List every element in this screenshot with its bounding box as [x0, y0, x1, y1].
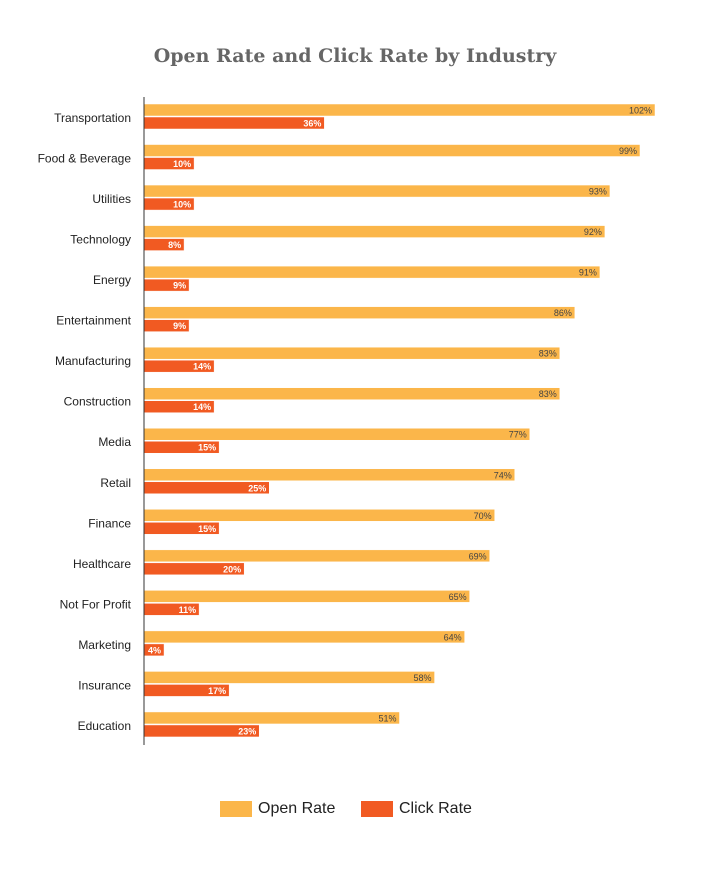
open-rate-data-label: 65% — [449, 592, 467, 602]
click-rate-data-label: 17% — [208, 686, 226, 696]
open-rate-bar — [143, 387, 561, 400]
legend-label-click-rate: Click Rate — [399, 800, 472, 817]
open-rate-bar — [143, 265, 601, 279]
open-rate-data-label: 83% — [539, 349, 557, 359]
open-rate-data-label: 58% — [414, 673, 432, 683]
open-rate-bar — [143, 509, 495, 522]
open-rate-bar — [143, 184, 611, 198]
category-label: Not For Profit — [60, 597, 132, 611]
open-rate-data-label: 74% — [494, 470, 512, 480]
open-rate-data-label: 77% — [509, 430, 527, 440]
open-rate-bar — [143, 306, 576, 319]
click-rate-data-label: 14% — [193, 402, 211, 412]
click-rate-data-label: 15% — [198, 524, 216, 534]
category-label: Technology — [70, 233, 131, 247]
open-rate-bar — [143, 427, 531, 441]
open-rate-bar — [143, 711, 400, 725]
category-label: Healthcare — [73, 557, 131, 571]
open-rate-bar — [143, 346, 561, 360]
open-rate-bar — [143, 671, 435, 684]
open-rate-data-label: 91% — [579, 268, 597, 278]
legend-label-open-rate: Open Rate — [258, 800, 336, 817]
open-rate-data-label: 70% — [474, 511, 492, 521]
legend-item-open-rate: Open Rate — [220, 800, 335, 818]
category-label: Transportation — [54, 111, 131, 125]
open-rate-data-label: 64% — [444, 632, 462, 642]
bar-chart: Transportation 102% 36% Food & Beverage 99% 1… — [38, 97, 656, 745]
click-rate-data-label: 14% — [193, 362, 211, 372]
click-rate-data-label: 11% — [179, 605, 197, 615]
category-label: Energy — [93, 273, 131, 287]
category-label: Food & Beverage — [38, 152, 132, 166]
open-rate-bar — [143, 549, 490, 563]
chart-title: Open Rate and Click Rate by Industry — [153, 45, 557, 67]
click-rate-data-label: 8% — [168, 240, 181, 250]
open-rate-data-label: 51% — [378, 713, 396, 723]
legend-swatch-click-rate — [361, 801, 393, 817]
click-rate-data-label: 10% — [173, 200, 191, 210]
legend-item-click-rate: Click Rate — [361, 800, 472, 818]
category-label: Finance — [88, 516, 131, 530]
click-rate-bar — [143, 116, 325, 130]
category-label: Marketing — [78, 638, 131, 652]
open-rate-data-label: 69% — [469, 551, 487, 561]
category-label: Construction — [64, 395, 131, 409]
click-rate-data-label: 10% — [173, 159, 191, 169]
category-label: Media — [98, 435, 131, 449]
click-rate-data-label: 4% — [148, 645, 161, 655]
click-rate-data-label: 23% — [238, 726, 256, 736]
category-label: Entertainment — [56, 314, 131, 328]
click-rate-data-label: 36% — [303, 119, 321, 129]
click-rate-data-label: 20% — [223, 564, 241, 574]
category-label: Education — [78, 719, 131, 733]
category-label: Insurance — [78, 678, 131, 692]
click-rate-data-label: 9% — [173, 281, 186, 291]
click-rate-data-label: 15% — [198, 443, 216, 453]
open-rate-data-label: 83% — [539, 389, 557, 399]
open-rate-bar — [143, 590, 470, 603]
open-rate-bar — [143, 103, 656, 117]
open-rate-bar — [143, 225, 606, 238]
click-rate-data-label: 25% — [248, 483, 266, 493]
open-rate-data-label: 86% — [554, 308, 572, 318]
category-label: Manufacturing — [55, 354, 131, 368]
open-rate-data-label: 99% — [619, 146, 637, 156]
open-rate-data-label: 93% — [589, 187, 607, 197]
legend-swatch-open-rate — [220, 801, 252, 817]
open-rate-data-label: 102% — [629, 106, 652, 116]
open-rate-bar — [143, 630, 465, 644]
open-rate-bar — [143, 144, 641, 157]
open-rate-data-label: 92% — [584, 227, 602, 237]
click-rate-data-label: 9% — [173, 321, 186, 331]
category-label: Utilities — [92, 192, 131, 206]
open-rate-bar — [143, 468, 515, 482]
category-label: Retail — [100, 476, 131, 490]
